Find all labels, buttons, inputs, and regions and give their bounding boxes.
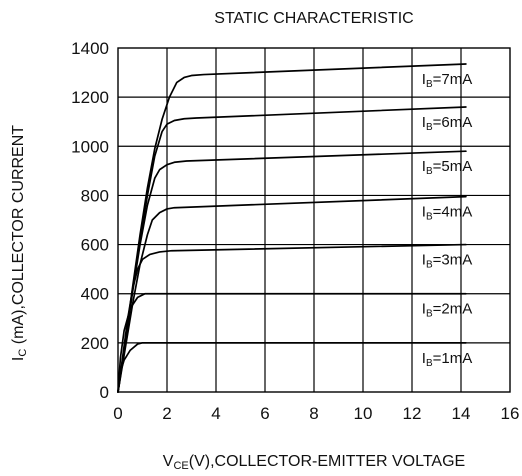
x-tick-label: 2: [162, 404, 171, 423]
y-tick-label: 800: [81, 186, 109, 205]
characteristic-curves: [117, 63, 467, 393]
y-axis-label: IC (mA),COLLECTOR CURRENT: [10, 125, 29, 361]
curve-IB=2mA: [117, 292, 467, 393]
y-axis-label-rest: (mA),COLLECTOR CURRENT: [10, 125, 27, 349]
x-axis-label-main: V: [163, 453, 174, 470]
x-tick-label: 16: [501, 404, 520, 423]
x-tick-label: 14: [452, 404, 471, 423]
curve-label-IB=1mA: IB=1mA: [422, 350, 472, 369]
curve-label-IB=5mA: IB=5mA: [422, 158, 472, 177]
x-axis-label-subscript: CE: [173, 460, 188, 472]
curve-IB=1mA: [117, 342, 467, 393]
x-tick-labels: 0 2 4 6 8 10 12 14 16: [113, 404, 519, 423]
y-tick-label: 1000: [71, 137, 109, 156]
x-tick-label: 8: [309, 404, 318, 423]
y-axis-label-subscript: C: [17, 349, 29, 357]
x-tick-label: 6: [260, 404, 269, 423]
x-axis-label: VCE(V),COLLECTOR-EMITTER VOLTAGE: [163, 453, 465, 472]
curve-label-IB=3mA: IB=3mA: [422, 252, 472, 271]
curve-IB=4mA: [117, 195, 467, 393]
x-tick-label: 12: [403, 404, 422, 423]
curve-labels: IB=1mA IB=2mA IB=3mA IB=4mA IB=5mA IB=6mA IB=7…: [422, 71, 472, 369]
curve-label-IB=4mA: IB=4mA: [422, 204, 472, 223]
x-tick-label: 10: [354, 404, 373, 423]
y-axis-label-main: I: [10, 357, 27, 361]
y-tick-label: 400: [81, 285, 109, 304]
plot-frame: [117, 47, 511, 393]
x-axis-label-rest: (V),COLLECTOR-EMITTER VOLTAGE: [189, 453, 465, 470]
curve-label-IB=2mA: IB=2mA: [422, 301, 472, 320]
chart-title: STATIC CHARACTERISTIC: [214, 10, 413, 27]
curve-IB=5mA: [117, 150, 467, 393]
curve-IB=7mA: [117, 63, 467, 393]
y-tick-labels: 0 200 400 600 800 1000 1200 1400: [71, 39, 109, 402]
y-tick-label: 600: [81, 236, 109, 255]
y-tick-label: 200: [81, 334, 109, 353]
x-tick-label: 4: [211, 404, 220, 423]
y-tick-label: 0: [100, 383, 109, 402]
curve-label-IB=7mA: IB=7mA: [422, 71, 472, 90]
curve-IB=3mA: [117, 243, 467, 393]
curve-label-IB=6mA: IB=6mA: [422, 114, 472, 133]
x-tick-label: 0: [113, 404, 122, 423]
y-tick-label: 1200: [71, 88, 109, 107]
y-tick-label: 1400: [71, 39, 109, 58]
curve-IB=6mA: [117, 106, 467, 393]
